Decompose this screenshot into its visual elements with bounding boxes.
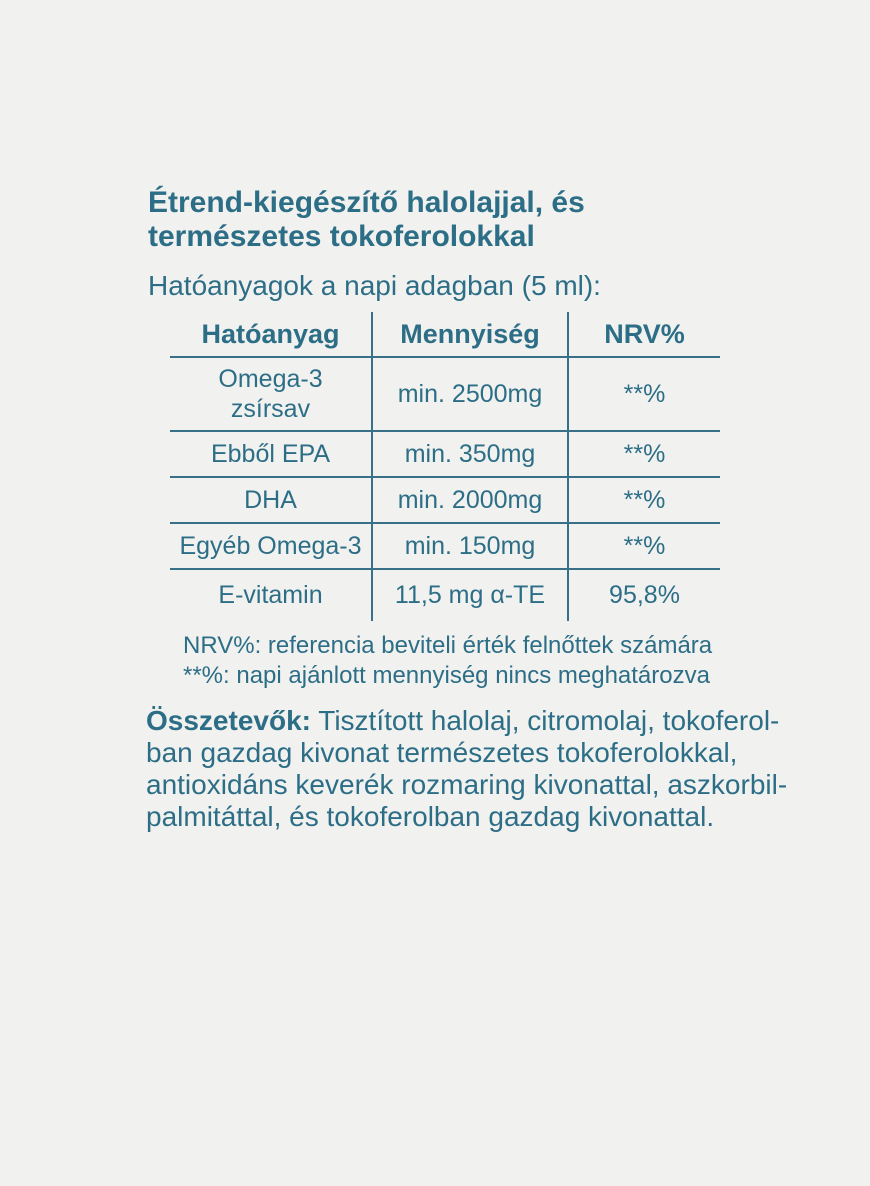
table-row-dha: DHA min. 2000mg **% bbox=[170, 477, 720, 524]
table-row-omega3: Omega-3 zsírsav min. 2500mg **% bbox=[170, 357, 720, 432]
serving-subtitle: Hatóanyagok a napi adagban (5 ml): bbox=[148, 270, 601, 301]
cell-name-omega3: Omega-3 zsírsav bbox=[170, 357, 372, 432]
product-title-line2: természetes tokoferolokkal bbox=[148, 220, 535, 253]
cell-nrv-epa: **% bbox=[567, 431, 720, 478]
ingredients-line2: ban gazdag kivonat természetes tokoferol… bbox=[146, 737, 738, 768]
ingredients-line1: Tisztított halolaj, citromolaj, tokofero… bbox=[318, 705, 780, 736]
cell-name-other-omega3: Egyéb Omega-3 bbox=[170, 523, 372, 570]
table-header-row: Hatóanyag Mennyiség NRV% bbox=[170, 312, 720, 358]
cell-name-omega3-text: Omega-3 zsírsav bbox=[218, 365, 323, 423]
cell-name-dha: DHA bbox=[170, 477, 372, 524]
footnotes: NRV%: referencia beviteli érték felnőtte… bbox=[183, 631, 870, 691]
table-row-vitamin-e: E-vitamin 11,5 mg α-TE 95,8% bbox=[170, 569, 720, 621]
supplement-label: Étrend-kiegészítő halolajjal, és természe… bbox=[0, 186, 870, 1186]
cell-name-vitamin-e: E-vitamin bbox=[218, 581, 323, 609]
nutrition-table: Hatóanyag Mennyiség NRV% Omega-3 zsírsav… bbox=[170, 312, 720, 621]
cell-nrv-vitamin-e: 95,8% bbox=[567, 569, 720, 621]
cell-nrv-other-omega3: **% bbox=[567, 523, 720, 570]
cell-amount-vitamin-e: 11,5 mg α-TE bbox=[371, 569, 568, 621]
ingredients-line4: palmitáttal, és tokoferolban gazdag kivo… bbox=[146, 801, 715, 832]
table-row-epa: Ebből EPA min. 350mg **% bbox=[170, 431, 720, 478]
cell-name-epa: Ebből EPA bbox=[170, 431, 372, 478]
cell-amount-other-omega3: min. 150mg bbox=[371, 523, 568, 570]
column-header-nrv: NRV% bbox=[567, 312, 720, 358]
cell-amount-omega3: min. 2500mg bbox=[371, 357, 568, 432]
ingredients-label: Összetevők: bbox=[146, 705, 311, 736]
ingredients-line3: antioxidáns keverék rozmaring kivonattal… bbox=[146, 769, 788, 800]
footnote-nrv: NRV%: referencia beviteli érték felnőtte… bbox=[183, 632, 713, 659]
cell-nrv-dha: **% bbox=[567, 477, 720, 524]
column-header-amount: Mennyiség bbox=[371, 312, 568, 358]
column-header-ingredient: Hatóanyag bbox=[170, 312, 372, 358]
product-title-line1: Étrend-kiegészítő halolajjal, és bbox=[148, 186, 585, 219]
footnote-asterisk: **%: napi ajánlott mennyiség nincs megha… bbox=[183, 662, 710, 689]
cell-amount-dha: min. 2000mg bbox=[371, 477, 568, 524]
product-title: Étrend-kiegészítő halolajjal, és természe… bbox=[148, 186, 870, 254]
ingredients-paragraph: Összetevők: Tisztított halolaj, citromol… bbox=[146, 705, 796, 833]
cell-nrv-omega3: **% bbox=[567, 357, 720, 432]
cell-amount-epa: min. 350mg bbox=[371, 431, 568, 478]
table-row-other-omega3: Egyéb Omega-3 min. 150mg **% bbox=[170, 523, 720, 570]
